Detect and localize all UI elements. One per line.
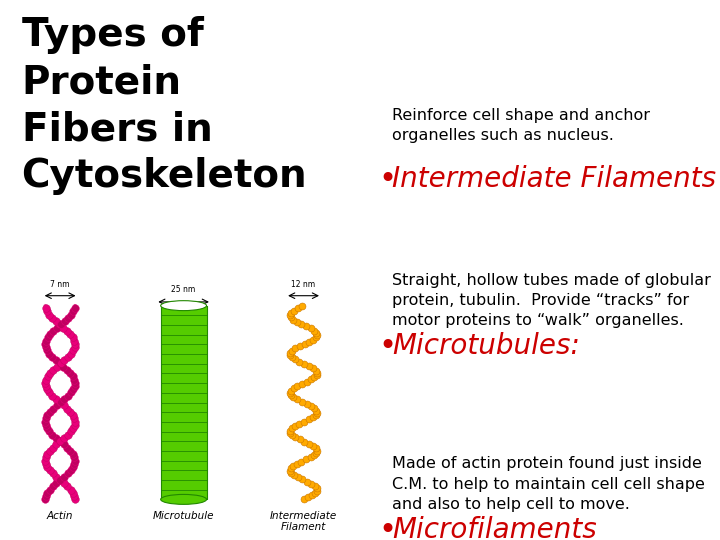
Text: Microtubule: Microtubule [153,511,215,521]
Bar [161,306,207,500]
Ellipse shape [161,495,207,504]
Text: 25 nm: 25 nm [171,286,196,294]
Text: Intermediate
Filament: Intermediate Filament [270,511,337,532]
Text: Actin: Actin [47,511,73,521]
Text: Microtubules:: Microtubules: [392,332,580,360]
Text: Made of actin protein found just inside
C.M. to help to maintain cell cell shape: Made of actin protein found just inside … [392,456,706,512]
Text: Straight, hollow tubes made of globular
protein, tubulin.  Provide “tracks” for
: Straight, hollow tubes made of globular … [392,273,711,328]
Text: Microfilaments: Microfilaments [392,516,597,540]
Text: 7 nm: 7 nm [50,280,70,289]
Text: •: • [379,332,397,361]
Text: •: • [379,516,397,540]
Ellipse shape [161,301,207,310]
Text: 12 nm: 12 nm [292,280,315,289]
Text: Intermediate Filaments: Intermediate Filaments [392,165,716,193]
Text: •: • [379,165,397,194]
Text: Types of
Protein
Fibers in
Cytoskeleton: Types of Protein Fibers in Cytoskeleton [22,16,307,195]
Text: Reinforce cell shape and anchor
organelles such as nucleus.: Reinforce cell shape and anchor organell… [392,108,650,144]
